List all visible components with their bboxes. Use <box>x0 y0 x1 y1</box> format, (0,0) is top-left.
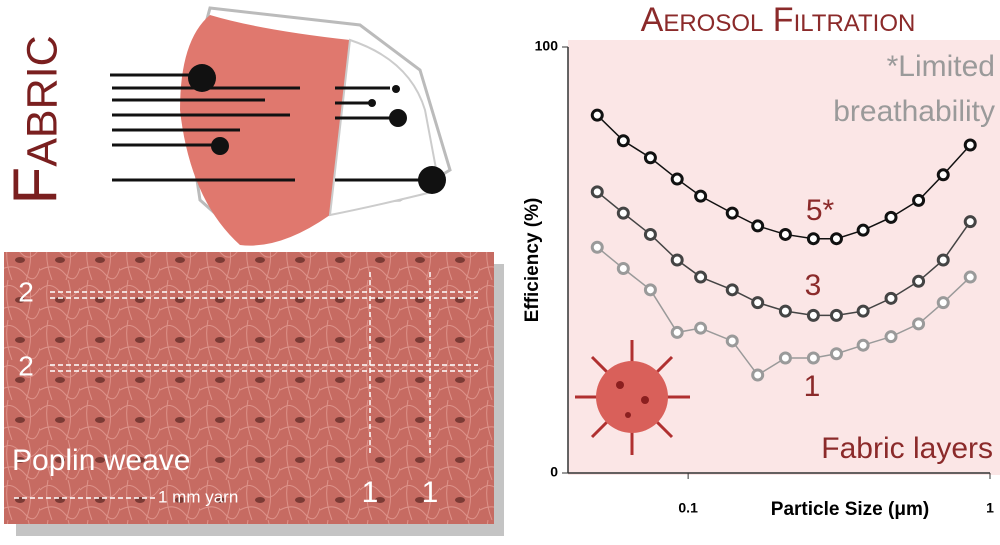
data-point <box>912 317 926 331</box>
data-point <box>725 334 739 348</box>
data-point <box>670 253 684 267</box>
data-point <box>590 240 604 254</box>
data-point <box>936 253 950 267</box>
weave-scale: 1 mm yarn <box>158 487 238 506</box>
data-point <box>670 172 684 186</box>
data-point <box>963 138 977 152</box>
data-point <box>643 151 657 165</box>
y-tick-label: 0 <box>550 464 558 480</box>
data-point <box>936 296 950 310</box>
data-point <box>829 347 843 361</box>
annotation: breathability <box>833 95 995 128</box>
data-point <box>806 308 820 322</box>
weave-col-label: 1 <box>422 476 439 509</box>
data-point <box>778 227 792 241</box>
data-point <box>884 291 898 305</box>
weave-photo <box>4 252 504 536</box>
series-label: 3 <box>805 269 822 302</box>
data-point <box>856 223 870 237</box>
series-label: 1 <box>804 370 821 403</box>
weave-row-label: 2 <box>18 350 34 381</box>
data-point <box>884 330 898 344</box>
data-point <box>912 274 926 288</box>
data-point <box>751 219 765 233</box>
data-point <box>778 304 792 318</box>
fabric-label: Fabric <box>1 35 70 204</box>
data-point <box>936 168 950 182</box>
data-point <box>884 210 898 224</box>
annotation: Fabric layers <box>821 432 993 465</box>
weave-title: Poplin weave <box>12 444 190 477</box>
y-tick-label: 100 <box>535 38 559 54</box>
x-tick-label: 0.1 <box>678 500 698 516</box>
data-point <box>856 304 870 318</box>
weave-row-label: 2 <box>18 276 34 307</box>
data-point <box>694 189 708 203</box>
mask-diagram <box>110 6 452 246</box>
data-point <box>643 283 657 297</box>
data-point <box>725 206 739 220</box>
data-point <box>616 262 630 276</box>
data-point <box>616 134 630 148</box>
data-point <box>829 232 843 246</box>
data-point <box>751 368 765 382</box>
data-point <box>963 215 977 229</box>
y-axis-label: Efficiency (%) <box>522 198 543 323</box>
data-point <box>616 206 630 220</box>
data-point <box>694 321 708 335</box>
data-point <box>643 227 657 241</box>
series-label: 5* <box>806 194 835 227</box>
data-point <box>829 308 843 322</box>
x-tick-label: 1 <box>986 500 994 516</box>
weave-col-label: 1 <box>362 476 379 509</box>
virus-icon <box>575 340 690 455</box>
data-point <box>694 270 708 284</box>
data-point <box>751 296 765 310</box>
chart-title: Aerosol Filtration <box>641 1 916 39</box>
data-point <box>590 185 604 199</box>
data-point <box>806 232 820 246</box>
data-point <box>670 325 684 339</box>
annotation: *Limited <box>887 50 995 83</box>
data-point <box>856 338 870 352</box>
data-point <box>590 108 604 122</box>
data-point <box>778 351 792 365</box>
data-point <box>806 351 820 365</box>
data-point <box>963 270 977 284</box>
x-axis-label: Particle Size (μm) <box>771 499 929 520</box>
data-point <box>912 193 926 207</box>
data-point <box>725 283 739 297</box>
